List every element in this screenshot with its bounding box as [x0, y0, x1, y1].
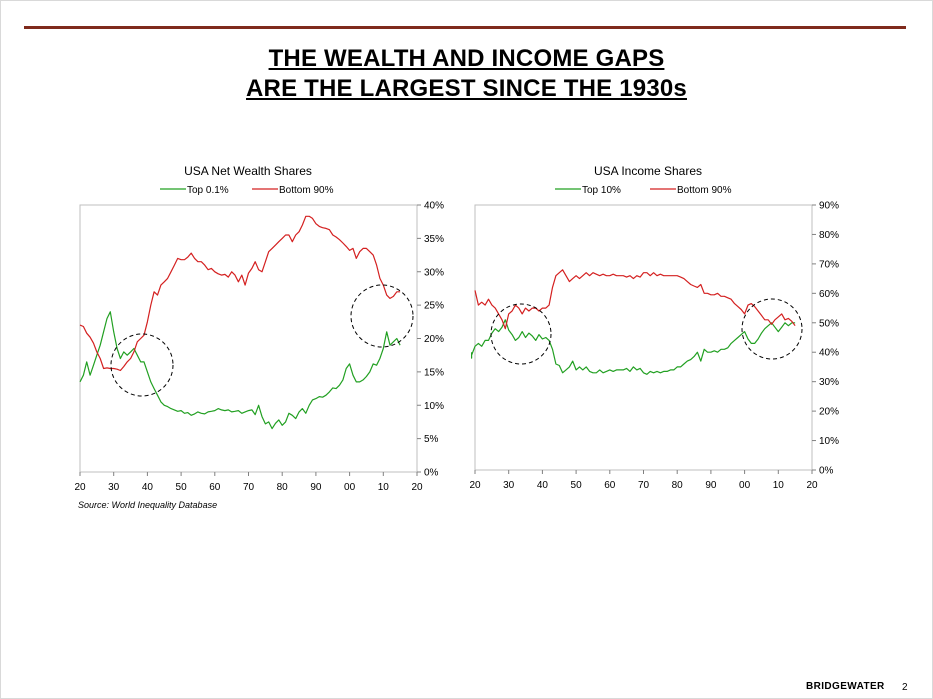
y-tick-label: 50%: [819, 318, 839, 329]
series-line-top-10: [471, 319, 796, 375]
legend-label: Bottom 90%: [279, 185, 334, 196]
y-tick-label: 40%: [819, 348, 839, 359]
highlight-circle: [350, 284, 414, 348]
x-tick-label: 20: [806, 480, 818, 491]
y-tick-label: 5%: [424, 434, 439, 445]
y-tick-label: 30%: [819, 377, 839, 388]
legend-label: Bottom 90%: [677, 185, 732, 196]
y-tick-label: 40%: [424, 201, 444, 212]
highlight-circle: [110, 333, 174, 397]
y-tick-label: 30%: [424, 267, 444, 278]
slide-title-line2: ARE THE LARGEST SINCE THE 1930s: [246, 75, 687, 102]
x-tick-label: 40: [537, 480, 549, 491]
x-tick-label: 00: [344, 482, 356, 493]
brand-logo: BRIDGEWATER: [806, 681, 885, 692]
header-rule: [24, 26, 906, 29]
slide-title-line1: THE WEALTH AND INCOME GAPS: [268, 45, 665, 72]
y-tick-label: 10%: [819, 436, 839, 447]
x-tick-label: 60: [209, 482, 221, 493]
x-tick-label: 50: [571, 480, 583, 491]
x-tick-label: 60: [604, 480, 616, 491]
highlight-circle: [741, 298, 803, 360]
legend-label: Top 0.1%: [187, 185, 229, 196]
x-tick-label: 20: [469, 480, 481, 491]
series-line-bottom-90: [79, 215, 401, 372]
series-line-bottom-90: [474, 269, 796, 330]
x-tick-label: 90: [705, 480, 717, 491]
y-tick-label: 0%: [424, 468, 439, 479]
x-tick-label: 50: [176, 482, 188, 493]
x-tick-label: 80: [277, 482, 289, 493]
y-tick-label: 35%: [424, 234, 444, 245]
source-note: Source: World Inequality Database: [78, 500, 218, 510]
x-tick-label: 70: [243, 482, 255, 493]
y-tick-label: 20%: [819, 407, 839, 418]
y-tick-label: 10%: [424, 401, 444, 412]
y-tick-label: 70%: [819, 259, 839, 270]
y-tick-label: 0%: [819, 466, 834, 477]
legend-label: Top 10%: [582, 185, 621, 196]
x-tick-label: 70: [638, 480, 650, 491]
chart-title: USA Net Wealth Shares: [184, 164, 312, 178]
y-tick-label: 20%: [424, 334, 444, 345]
y-tick-label: 60%: [819, 289, 839, 300]
y-tick-label: 25%: [424, 301, 444, 312]
highlight-circle: [490, 303, 552, 365]
y-tick-label: 15%: [424, 367, 444, 378]
x-tick-label: 30: [503, 480, 515, 491]
page-number: 2: [902, 682, 908, 693]
x-tick-label: 40: [142, 482, 154, 493]
y-tick-label: 90%: [819, 201, 839, 212]
series-line-top-0-1: [79, 311, 401, 430]
x-tick-label: 10: [773, 480, 785, 491]
x-tick-label: 10: [378, 482, 390, 493]
x-tick-label: 20: [411, 482, 423, 493]
x-tick-label: 00: [739, 480, 751, 491]
y-tick-label: 80%: [819, 230, 839, 241]
chart-title: USA Income Shares: [594, 164, 702, 178]
x-tick-label: 20: [74, 482, 86, 493]
x-tick-label: 90: [310, 482, 322, 493]
x-tick-label: 80: [672, 480, 684, 491]
x-tick-label: 30: [108, 482, 120, 493]
